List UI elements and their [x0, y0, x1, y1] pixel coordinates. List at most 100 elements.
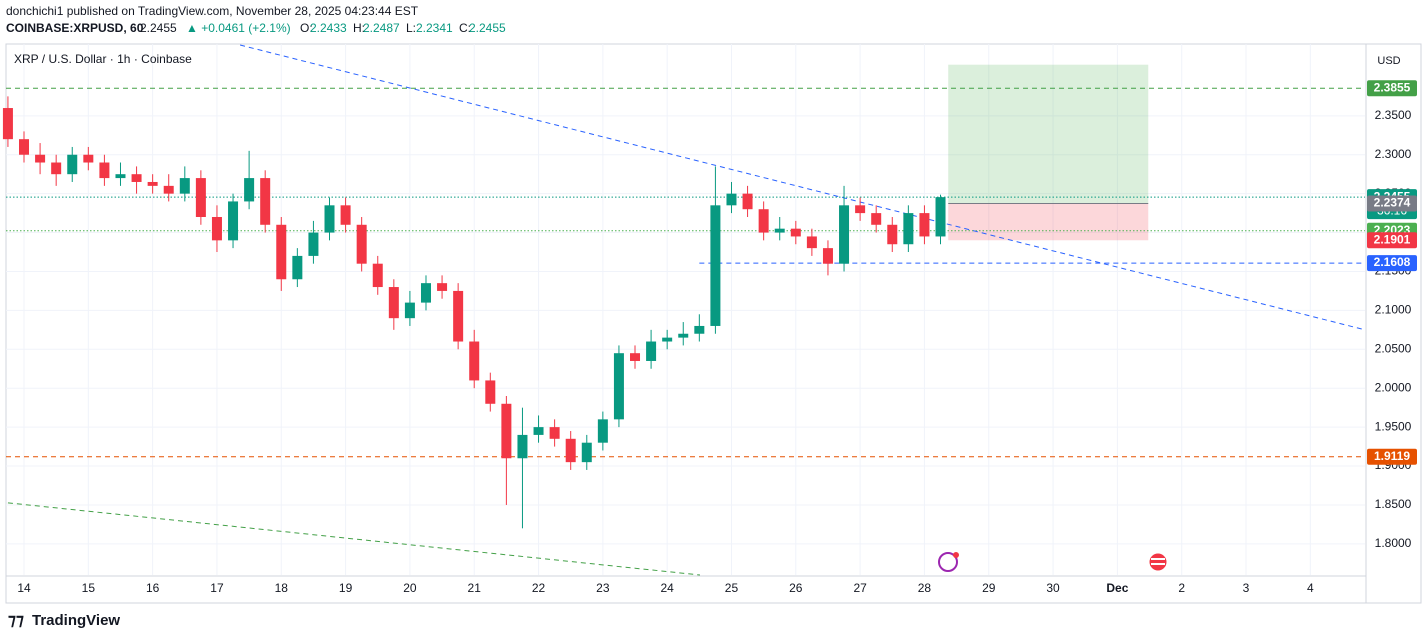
- candle-body: [67, 154, 78, 175]
- candle-body: [404, 302, 415, 319]
- candle-body: [774, 228, 785, 233]
- icon: [938, 552, 958, 572]
- candle-body: [710, 205, 721, 326]
- candle-body: [871, 213, 882, 225]
- candle-body: [51, 162, 62, 175]
- y-tick-label: 2.0500: [1375, 341, 1412, 355]
- price-label: 2.1901: [1374, 232, 1411, 246]
- candle-body: [244, 178, 255, 202]
- axis: 1.80001.85001.90001.95002.00002.05002.10…: [17, 80, 1417, 595]
- candle-body: [308, 232, 319, 256]
- x-tick-label: Dec: [1106, 581, 1128, 595]
- x-tick-label: 26: [789, 581, 803, 595]
- plot: [2, 44, 1366, 576]
- y-tick-label: 2.1000: [1375, 303, 1412, 317]
- x-tick-label: 25: [725, 581, 739, 595]
- target-zone: [948, 64, 1149, 204]
- price-label: 1.9119: [1374, 449, 1410, 463]
- x-tick-label: 4: [1307, 581, 1314, 595]
- candle-body: [131, 174, 142, 182]
- x-tick-label: 16: [146, 581, 160, 595]
- price-label-box: [1367, 255, 1417, 272]
- x-tick-label: 14: [17, 581, 31, 595]
- candle-body: [549, 427, 560, 439]
- x-tick-label: 21: [468, 581, 482, 595]
- candle-body: [179, 178, 190, 194]
- currency: USD: [1377, 55, 1400, 67]
- candle-body: [147, 181, 158, 186]
- candle-body: [839, 205, 850, 264]
- candle-body: [99, 162, 110, 179]
- x-tick-label: 23: [596, 581, 610, 595]
- trendline: [7, 502, 701, 576]
- brand: TradingView: [32, 612, 120, 629]
- icon: [1151, 558, 1165, 560]
- candle-body: [324, 205, 335, 233]
- y-tick-label: 2.0000: [1375, 380, 1412, 394]
- candle-body: [469, 341, 480, 381]
- candle-body: [517, 434, 528, 459]
- candle-body: [790, 228, 801, 237]
- candle-body: [742, 193, 753, 210]
- candle-body: [276, 224, 287, 280]
- x-tick-label: 28: [918, 581, 932, 595]
- price-label: 2.3855: [1374, 80, 1411, 94]
- candle-body: [678, 333, 689, 338]
- candle-body: [340, 205, 351, 225]
- candle-body: [581, 442, 592, 463]
- x-tick-label: 24: [660, 581, 674, 595]
- change: ▲ +0.0461 (+2.1%): [186, 21, 291, 35]
- logo-mark: ⁊⁊: [8, 612, 24, 629]
- price-label: 2.2374: [1374, 196, 1411, 210]
- x-tick-label: 27: [853, 581, 867, 595]
- candle-body: [726, 193, 737, 206]
- candle-body: [19, 139, 30, 155]
- y-tick-label: 1.8500: [1375, 497, 1412, 511]
- candle-body: [437, 283, 448, 291]
- candle-body: [292, 255, 303, 280]
- candle-body: [195, 178, 206, 217]
- y-tick-label: 2.3500: [1375, 108, 1412, 122]
- candle-body: [935, 197, 946, 237]
- x-tick-label: 3: [1243, 581, 1250, 595]
- candle-body: [485, 380, 496, 404]
- ohlc-label: H:: [353, 21, 365, 35]
- candle-body: [372, 263, 383, 288]
- ohlc-label: O:: [300, 21, 313, 35]
- x-tick-label: 18: [275, 581, 289, 595]
- ohlc-value: 2.2455: [469, 21, 506, 35]
- candle-body: [388, 287, 399, 319]
- candle-body: [2, 108, 13, 140]
- ohlc-label: L:: [406, 21, 416, 35]
- candle-body: [919, 213, 930, 237]
- candle-body: [356, 224, 367, 264]
- chart-frame: [5, 43, 1422, 604]
- candle-body: [630, 353, 641, 361]
- ohlc-value: 2.2433: [310, 21, 347, 35]
- price-label-box: [1367, 195, 1417, 212]
- ohlc-value: 2.2487: [363, 21, 400, 35]
- icon: [1148, 552, 1168, 572]
- candle-body: [211, 216, 222, 241]
- x-tick-label: 15: [82, 581, 96, 595]
- icon: [953, 552, 959, 558]
- candle-body: [228, 201, 239, 241]
- price-label-box: [1367, 232, 1417, 249]
- candle-body: [887, 224, 898, 245]
- ohlc-label: C:: [459, 21, 471, 35]
- price-label: 2.1608: [1374, 255, 1411, 269]
- candle-body: [855, 205, 866, 214]
- x-tick-label: 22: [532, 581, 546, 595]
- symbol: COINBASE:XRPUSD, 60: [6, 21, 144, 35]
- last-price: 2.2455: [140, 21, 177, 35]
- candle-body: [533, 427, 544, 435]
- candle-body: [758, 209, 769, 233]
- trendline: [239, 44, 1366, 331]
- x-tick-label: 2: [1178, 581, 1185, 595]
- candle-body: [646, 341, 657, 361]
- y-tick-label: 1.8000: [1375, 536, 1412, 550]
- published-line: donchichi1 published on TradingView.com,…: [6, 4, 419, 18]
- chart-title: XRP / U.S. Dollar · 1h · Coinbase: [14, 52, 192, 66]
- y-tick-label: 2.3000: [1375, 147, 1412, 161]
